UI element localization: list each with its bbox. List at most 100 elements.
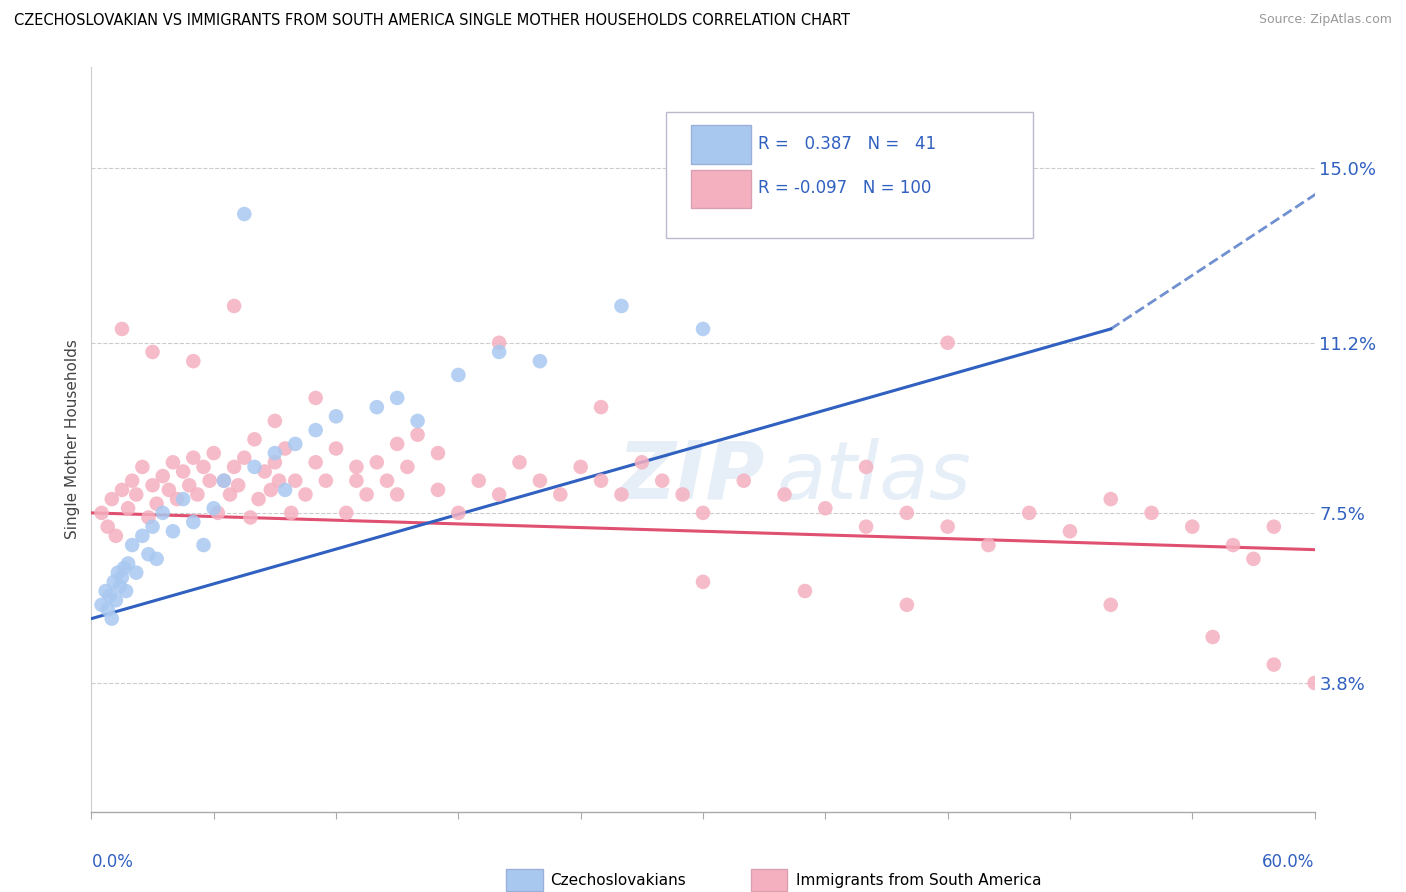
Point <box>107 566 129 580</box>
Point <box>610 487 633 501</box>
Point <box>1140 506 1163 520</box>
Point <box>157 483 180 497</box>
Text: R = -0.097   N = 100: R = -0.097 N = 100 <box>758 179 931 197</box>
Point <box>264 446 287 460</box>
Point <box>166 492 188 507</box>
Text: Source: ZipAtlas.com: Source: ZipAtlas.com <box>1258 13 1392 27</box>
Point <box>488 345 510 359</box>
Point <box>243 432 266 446</box>
Point <box>294 487 316 501</box>
Point <box>264 414 287 428</box>
Point <box>447 506 470 520</box>
Point <box>141 519 163 533</box>
Point <box>375 474 398 488</box>
Point <box>385 437 409 451</box>
Point <box>569 459 592 474</box>
Point <box>125 487 148 501</box>
Point <box>304 391 326 405</box>
Point <box>222 299 246 313</box>
Point <box>793 584 815 599</box>
Point <box>591 474 613 488</box>
Point <box>226 478 249 492</box>
Point <box>162 524 184 539</box>
Point <box>346 459 368 474</box>
Point <box>315 474 337 488</box>
Point <box>1263 519 1285 533</box>
Point <box>179 478 201 492</box>
Point <box>219 487 242 501</box>
Point <box>104 593 127 607</box>
Point <box>1222 538 1244 552</box>
Point <box>550 487 572 501</box>
Point <box>239 510 262 524</box>
Point <box>488 335 510 350</box>
Point <box>385 391 409 405</box>
Point <box>366 455 388 469</box>
Point <box>253 465 276 479</box>
Point <box>1303 676 1326 690</box>
Point <box>335 506 357 520</box>
Point <box>509 455 531 469</box>
Point <box>131 529 153 543</box>
FancyBboxPatch shape <box>751 869 787 891</box>
Point <box>1018 506 1040 520</box>
FancyBboxPatch shape <box>690 169 751 209</box>
Point <box>207 506 229 520</box>
Point <box>94 584 117 599</box>
Point <box>631 455 654 469</box>
Point <box>104 529 127 543</box>
Point <box>1181 519 1204 533</box>
Point <box>97 519 120 533</box>
Point <box>186 487 208 501</box>
Point <box>591 400 613 414</box>
Point <box>115 584 138 599</box>
Point <box>896 598 918 612</box>
Point <box>325 442 347 456</box>
Point <box>1099 598 1122 612</box>
Point <box>90 506 112 520</box>
Point <box>172 465 194 479</box>
Point <box>121 474 143 488</box>
Point <box>138 510 160 524</box>
Point <box>814 501 837 516</box>
Point <box>101 492 124 507</box>
Point <box>212 474 235 488</box>
Point <box>233 207 256 221</box>
Point <box>855 519 877 533</box>
Point <box>529 474 551 488</box>
Point <box>427 446 450 460</box>
Point <box>284 437 307 451</box>
Point <box>936 335 959 350</box>
Point <box>467 474 491 488</box>
Point <box>396 459 419 474</box>
Y-axis label: Single Mother Households: Single Mother Households <box>65 339 80 540</box>
Point <box>773 487 796 501</box>
Point <box>193 459 215 474</box>
Point <box>733 474 755 488</box>
Point <box>233 450 256 465</box>
Point <box>304 455 326 469</box>
Point <box>111 570 134 584</box>
Point <box>1059 524 1081 539</box>
Point <box>1263 657 1285 672</box>
Point <box>183 354 205 368</box>
Point <box>325 409 347 424</box>
Point <box>356 487 378 501</box>
Text: Immigrants from South America: Immigrants from South America <box>796 872 1042 888</box>
Point <box>385 487 409 501</box>
Point <box>260 483 283 497</box>
Point <box>672 487 695 501</box>
Point <box>145 552 167 566</box>
Text: R =   0.387   N =   41: R = 0.387 N = 41 <box>758 135 936 153</box>
Point <box>692 506 714 520</box>
Point <box>896 506 918 520</box>
Point <box>117 501 139 516</box>
Point <box>529 354 551 368</box>
Point <box>138 547 160 561</box>
Point <box>121 538 143 552</box>
FancyBboxPatch shape <box>666 112 1033 238</box>
Point <box>267 474 290 488</box>
Point <box>692 574 714 589</box>
Point <box>162 455 184 469</box>
Point <box>108 579 131 593</box>
